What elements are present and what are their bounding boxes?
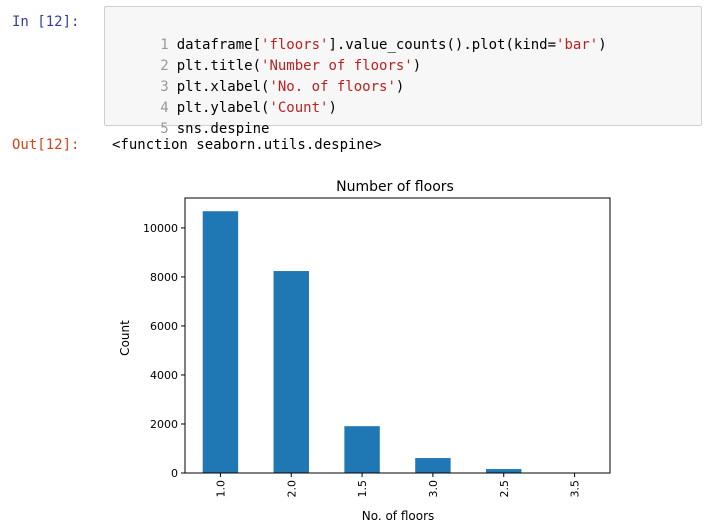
y-tick-label: 8000: [150, 271, 178, 284]
output-prompt: Out[12]:: [12, 137, 80, 153]
y-tick-label: 6000: [150, 320, 178, 333]
code-token: plt.title(: [176, 58, 262, 74]
code-line: 5 sns.despine: [105, 98, 269, 137]
bar-3.0: [415, 458, 451, 473]
code-token: ): [328, 100, 337, 116]
code-token: ): [598, 37, 607, 53]
code-token: sns.despine: [176, 121, 270, 137]
string-token: 'floors': [261, 37, 329, 53]
code-line: 1 dataframe['floors'].value_counts().plot…: [105, 14, 606, 53]
chart-title: Number of floors: [336, 179, 454, 195]
code-cell[interactable]: 1 dataframe['floors'].value_counts().plot…: [104, 6, 702, 137]
plot-frame: [184, 197, 611, 474]
code-line: 3 plt.xlabel('No. of floors'): [105, 56, 404, 95]
x-tick-label: 2.5: [498, 480, 511, 498]
code-line: 4 plt.ylabel('Count'): [105, 77, 337, 116]
code-line: 2 plt.title('Number of floors'): [105, 35, 421, 74]
code-token: plt.ylabel(: [176, 100, 270, 116]
x-tick-label: 3.0: [427, 480, 440, 498]
string-token: 'No. of floors': [269, 79, 396, 95]
output-text: <function seaborn.utils.despine>: [112, 137, 382, 153]
code-token: ): [395, 79, 405, 95]
code-token: dataframe[: [176, 37, 262, 53]
code-token: ].value_counts().plot(kind=: [328, 37, 557, 53]
line-number: 3: [160, 79, 169, 95]
x-tick-label: 1.5: [356, 480, 369, 498]
string-token: 'Count': [269, 100, 329, 116]
y-axis-label: Count: [118, 320, 132, 356]
line-number: 4: [160, 100, 169, 116]
x-tick-label: 2.0: [285, 480, 298, 498]
line-number: 2: [160, 58, 169, 74]
bar-2.5: [486, 469, 522, 473]
input-prompt: In [12]:: [12, 14, 80, 30]
y-tick-label: 2000: [150, 418, 178, 431]
code-token: plt.xlabel(: [176, 79, 270, 95]
y-tick-label: 10000: [143, 222, 178, 235]
code-token: ): [412, 58, 422, 74]
string-token: 'Number of floors': [261, 58, 413, 74]
y-tick-label: 4000: [150, 369, 178, 382]
line-number: 1: [160, 37, 169, 53]
bar-2.0: [273, 271, 309, 473]
x-axis-label: No. of floors: [362, 509, 435, 523]
line-number: 5: [160, 121, 169, 137]
string-token: 'bar': [556, 37, 599, 53]
bar-1.5: [344, 426, 380, 473]
x-tick-label: 1.0: [214, 480, 227, 498]
y-tick-label: 0: [171, 467, 178, 480]
x-tick-label: 3.5: [569, 480, 582, 498]
bar-1.0: [202, 211, 239, 473]
